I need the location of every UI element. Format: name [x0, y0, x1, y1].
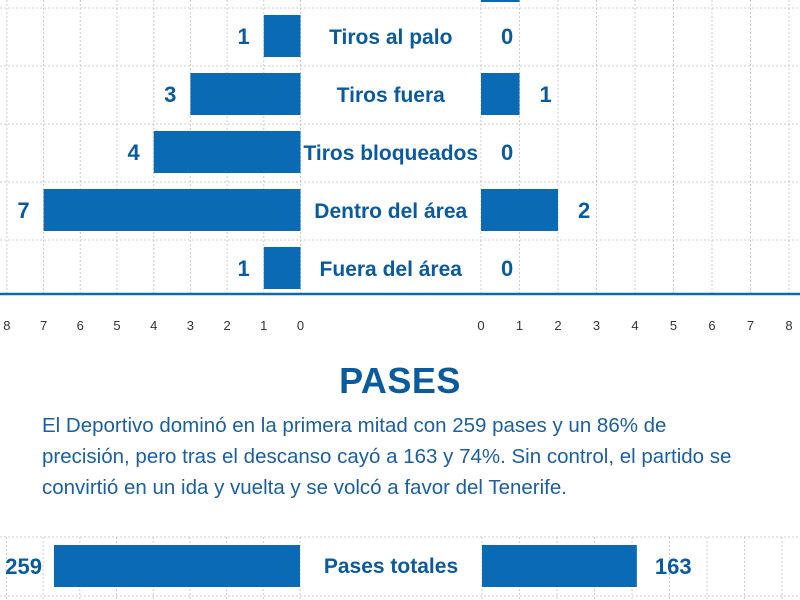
shots-ticks: 8 7 6 5 4 3 2 1 0 0 1 2 3 4 5 6 7 8	[3, 318, 792, 333]
value-label-left: 259	[5, 554, 42, 579]
passes-labels: 259 163 Pases totales	[5, 554, 691, 579]
bar-right	[481, 189, 558, 231]
tick-label-left: 1	[260, 318, 267, 333]
bar-left	[43, 189, 301, 231]
value-label-left: 4	[127, 140, 140, 165]
tick-label-right: 8	[785, 318, 792, 333]
shots-bars	[43, 15, 558, 289]
bar-right	[481, 73, 520, 115]
value-label-left: 1	[238, 24, 250, 49]
tick-label-right: 1	[516, 318, 523, 333]
bar-left	[263, 15, 301, 57]
tick-label-left: 8	[3, 318, 10, 333]
bar-left	[263, 247, 301, 289]
cropped-bar	[481, 0, 520, 2]
value-label-right: 163	[655, 554, 692, 579]
category-label: Tiros al palo	[329, 26, 452, 49]
tick-label-right: 5	[670, 318, 677, 333]
tick-label-right: 0	[477, 318, 484, 333]
tick-label-right: 2	[554, 318, 561, 333]
value-label-left: 1	[238, 256, 250, 281]
passes-grid	[0, 536, 800, 600]
value-label-right: 0	[501, 140, 513, 165]
tick-label-left: 0	[297, 318, 304, 333]
tick-label-right: 3	[593, 318, 600, 333]
tick-label-right: 4	[631, 318, 638, 333]
tick-label-left: 4	[150, 318, 157, 333]
category-label: Pases totales	[324, 555, 458, 578]
tick-label-left: 7	[40, 318, 47, 333]
bar-left	[190, 73, 301, 115]
category-label: Tiros bloqueados	[303, 142, 478, 165]
section-title: PASES	[339, 360, 461, 401]
value-label-right: 2	[578, 198, 590, 223]
category-label: Dentro del área	[314, 200, 467, 223]
value-label-right: 0	[501, 24, 513, 49]
tick-label-left: 6	[77, 318, 84, 333]
value-label-left: 7	[17, 198, 29, 223]
bar-left	[53, 545, 301, 587]
category-label: Tiros fuera	[337, 84, 445, 107]
value-label-left: 3	[164, 82, 176, 107]
category-label: Fuera del área	[320, 258, 463, 281]
tick-label-left: 2	[223, 318, 230, 333]
value-label-right: 1	[540, 82, 552, 107]
bar-left	[153, 131, 301, 173]
tick-label-left: 3	[187, 318, 194, 333]
tick-label-left: 5	[113, 318, 120, 333]
bar-right	[482, 545, 637, 587]
passes-bars	[53, 545, 637, 587]
section-text: El Deportivo dominó en la primera mitad …	[42, 414, 732, 499]
shots-grid	[0, 0, 800, 296]
tick-label-right: 7	[747, 318, 754, 333]
tick-label-right: 6	[708, 318, 715, 333]
value-label-right: 0	[501, 256, 513, 281]
shots-labels: 1 0 Tiros al palo 3 1 Tiros fuera 4 0 Tiros bloq…	[17, 24, 590, 281]
